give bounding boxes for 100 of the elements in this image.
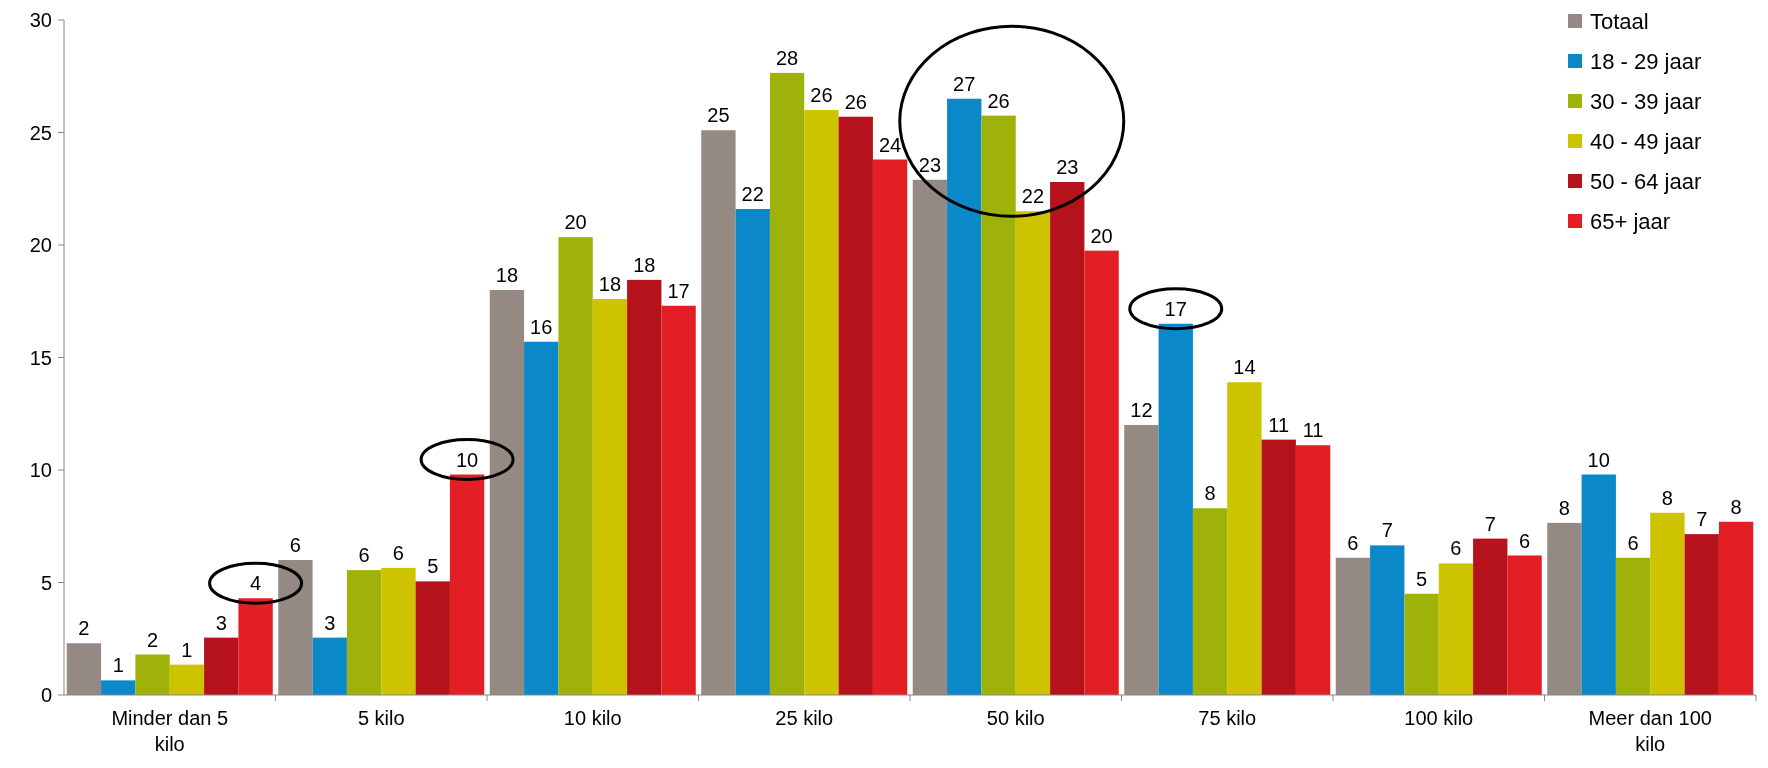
data-label: 22 bbox=[741, 183, 764, 205]
bar bbox=[1718, 521, 1754, 695]
y-tick-label: 20 bbox=[29, 234, 52, 256]
bar bbox=[524, 341, 559, 695]
bar bbox=[947, 98, 982, 695]
data-label: 10 bbox=[455, 448, 479, 471]
y-tick-label: 25 bbox=[29, 121, 52, 144]
bar bbox=[838, 116, 873, 695]
y-tick-label: 30 bbox=[29, 9, 52, 31]
data-label: 17 bbox=[1164, 297, 1187, 320]
data-label: 28 bbox=[775, 46, 799, 69]
data-label: 8 bbox=[1661, 486, 1673, 509]
bar bbox=[735, 209, 770, 695]
legend-label: 40 - 49 jaar bbox=[1590, 128, 1702, 154]
x-tick-label: 100 kilo bbox=[1404, 707, 1474, 729]
bar bbox=[1192, 508, 1228, 695]
legend-label: 18 - 29 jaar bbox=[1590, 48, 1702, 74]
bar bbox=[1227, 382, 1262, 695]
data-label: 10 bbox=[1587, 448, 1610, 471]
bar bbox=[415, 581, 450, 695]
bar bbox=[872, 159, 908, 695]
y-tick-label: 10 bbox=[29, 459, 52, 481]
data-label: 25 bbox=[707, 104, 730, 127]
bar bbox=[238, 598, 273, 695]
data-label: 23 bbox=[918, 153, 942, 176]
bar bbox=[1507, 555, 1542, 695]
data-label: 27 bbox=[953, 72, 976, 95]
data-label: 3 bbox=[215, 611, 227, 634]
bar bbox=[169, 664, 205, 695]
bar bbox=[627, 279, 662, 695]
data-label: 5 bbox=[1416, 567, 1428, 590]
bar bbox=[769, 72, 805, 695]
bar bbox=[1581, 474, 1616, 695]
bar bbox=[1015, 211, 1051, 695]
data-label: 8 bbox=[1558, 496, 1570, 519]
bar bbox=[804, 110, 839, 695]
data-label: 6 bbox=[1450, 537, 1462, 560]
data-label: 26 bbox=[810, 84, 833, 106]
data-label: 6 bbox=[1519, 529, 1531, 552]
y-tick-label: 15 bbox=[29, 346, 52, 369]
bar bbox=[1650, 512, 1685, 695]
bar bbox=[312, 637, 347, 695]
data-label: 23 bbox=[1056, 156, 1079, 178]
legend-label: 65+ jaar bbox=[1590, 208, 1671, 234]
bar bbox=[1370, 545, 1405, 695]
legend-label: Totaal bbox=[1590, 8, 1649, 34]
bar bbox=[558, 237, 593, 695]
data-label: 16 bbox=[530, 315, 553, 338]
data-label: 6 bbox=[358, 544, 370, 567]
data-label: 8 bbox=[1204, 482, 1216, 505]
data-label: 11 bbox=[1302, 419, 1324, 442]
bar bbox=[381, 567, 416, 695]
data-label: 2 bbox=[147, 628, 159, 651]
x-tick-label: Minder dan 5 kilo bbox=[111, 707, 229, 755]
data-label: 22 bbox=[1021, 185, 1045, 208]
bar bbox=[1084, 250, 1119, 695]
bar bbox=[1404, 593, 1439, 695]
legend-label: 30 - 39 jaar bbox=[1590, 88, 1702, 114]
bar bbox=[346, 570, 382, 695]
data-label: 1 bbox=[181, 638, 193, 661]
x-tick-label: 10 kilo bbox=[563, 707, 622, 729]
data-label: 26 bbox=[987, 89, 1010, 112]
bar bbox=[204, 637, 239, 695]
data-label: 7 bbox=[1484, 512, 1496, 535]
legend-label: 50 - 64 jaar bbox=[1590, 168, 1702, 194]
data-label: 20 bbox=[1090, 224, 1113, 247]
x-tick-label: 75 kilo bbox=[1198, 707, 1257, 729]
x-tick-label: 50 kilo bbox=[986, 707, 1045, 729]
bar bbox=[981, 115, 1016, 695]
data-label: 26 bbox=[844, 90, 867, 113]
data-label: 1 bbox=[112, 654, 124, 677]
data-label: 18 bbox=[633, 253, 656, 276]
data-label: 6 bbox=[1347, 531, 1359, 554]
data-label: 8 bbox=[1730, 495, 1742, 518]
data-label: 24 bbox=[878, 133, 902, 156]
y-tick-label: 0 bbox=[40, 684, 52, 706]
data-label: 17 bbox=[667, 279, 690, 302]
data-label: 18 bbox=[495, 264, 519, 286]
bar bbox=[1684, 534, 1719, 695]
bar bbox=[1473, 538, 1508, 695]
x-tick-label: Meer dan 100 kilo bbox=[1588, 707, 1712, 755]
data-label: 3 bbox=[324, 611, 336, 634]
data-label: 6 bbox=[289, 534, 301, 556]
data-label: 7 bbox=[1381, 519, 1393, 542]
data-label: 7 bbox=[1696, 508, 1708, 531]
x-tick-label: 25 kilo bbox=[775, 707, 834, 729]
bar bbox=[449, 474, 485, 695]
bar bbox=[1438, 563, 1474, 695]
bar bbox=[1050, 182, 1085, 695]
data-label: 4 bbox=[250, 572, 262, 595]
data-label: 6 bbox=[1627, 531, 1639, 554]
data-label: 6 bbox=[392, 541, 404, 564]
bar bbox=[1261, 439, 1296, 695]
bar bbox=[1158, 323, 1193, 695]
bar bbox=[592, 299, 628, 695]
data-label: 11 bbox=[1268, 413, 1290, 436]
bar bbox=[101, 680, 136, 695]
data-label: 14 bbox=[1233, 356, 1256, 379]
bar bbox=[135, 654, 170, 695]
data-label: 20 bbox=[564, 211, 587, 234]
